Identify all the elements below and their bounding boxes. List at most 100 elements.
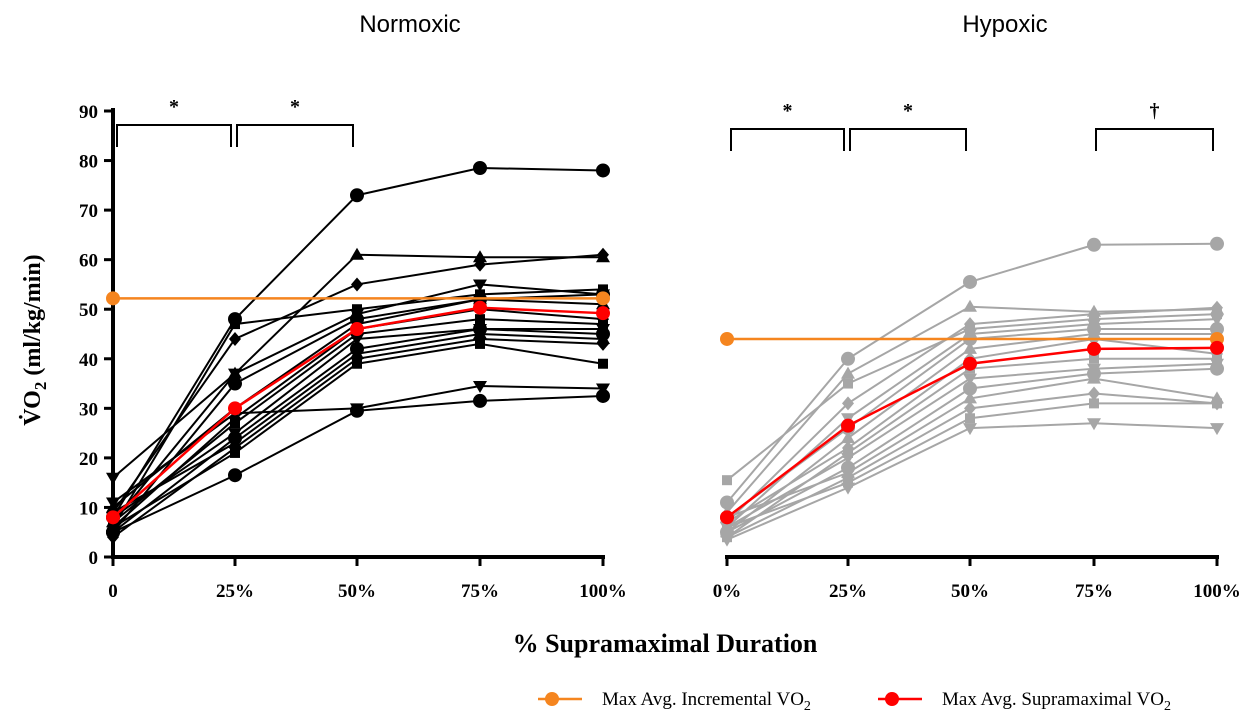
individual-point (597, 336, 609, 351)
y-axis-label: V̇O2 (ml/kg/min) (19, 254, 50, 425)
supramaximal-vo2-point (596, 306, 610, 321)
individual-point (351, 277, 363, 292)
panel-title-right: Hypoxic (962, 11, 1047, 38)
significance-bracket (849, 128, 967, 151)
individual-point (841, 351, 855, 366)
individual-point (473, 160, 487, 175)
incremental-vo2-point (596, 291, 610, 306)
individual-point (963, 423, 977, 436)
x-tick-label: 50% (951, 581, 989, 602)
individual-point (475, 314, 485, 325)
individual-point (230, 418, 240, 429)
supramaximal-vo2-point (106, 510, 120, 525)
supramaximal-vo2-point (963, 356, 977, 371)
individual-point (964, 401, 976, 416)
y-tick-label: 90 (79, 102, 98, 123)
x-tick-label: 25% (829, 581, 867, 602)
x-tick-label: 50% (338, 581, 376, 602)
y-tick-label: 50 (79, 300, 98, 321)
individual-point (841, 452, 855, 465)
individual-point (1210, 314, 1224, 327)
x-tick-label: 75% (461, 581, 499, 602)
supramaximal-vo2-point (228, 401, 242, 416)
supramaximal-vo2-point (350, 322, 364, 337)
individual-point (963, 299, 977, 312)
incremental-vo2-point (720, 331, 734, 346)
significance-bracket (236, 124, 354, 147)
individual-point (841, 366, 855, 379)
y-tick-label: 20 (79, 449, 98, 470)
x-tick-label: 100% (1193, 581, 1241, 602)
individual-point (106, 472, 120, 485)
individual-point (350, 333, 364, 346)
significance-bracket (1095, 128, 1214, 151)
individual-point (722, 522, 732, 533)
legend-swatch-marker (885, 692, 899, 706)
individual-point (473, 393, 487, 408)
x-tick-label: 0% (713, 581, 742, 602)
individual-point (597, 247, 609, 262)
individual-point (596, 388, 610, 403)
individual-point (1210, 423, 1224, 436)
individual-point (596, 163, 610, 178)
legend-label: Max Avg. Incremental VO2 (602, 689, 811, 714)
y-tick-label: 0 (89, 548, 99, 569)
individual-line (726, 422, 1218, 541)
y-tick-label: 60 (79, 251, 98, 272)
individual-point (228, 368, 242, 381)
individual-point (475, 338, 485, 349)
significance-label: † (1150, 100, 1160, 122)
individual-point (228, 468, 242, 483)
individual-point (473, 279, 487, 292)
significance-bracket (730, 128, 845, 151)
x-tick-label: 75% (1075, 581, 1113, 602)
individual-point (474, 257, 486, 272)
individual-point (598, 358, 608, 369)
supramaximal-vo2-point (1210, 340, 1224, 355)
x-tick-label: 25% (216, 581, 254, 602)
legend-label: Max Avg. Supramaximal VO2 (942, 689, 1171, 714)
individual-point (1210, 236, 1224, 251)
individual-point (230, 447, 240, 458)
individual-point (842, 396, 854, 411)
individual-point (963, 341, 977, 354)
individual-point (230, 319, 240, 330)
individual-point (1087, 418, 1101, 431)
individual-point (228, 376, 242, 391)
individual-point (843, 378, 853, 389)
supramaximal-vo2-point (473, 300, 487, 315)
individual-point (350, 247, 364, 260)
individual-point (722, 475, 732, 486)
individual-point (350, 188, 364, 203)
x-tick-label: 100% (579, 581, 627, 602)
individual-point (473, 381, 487, 394)
legend-swatch-marker (545, 692, 559, 706)
y-tick-label: 10 (79, 498, 98, 519)
supramaximal-vo2-point (720, 510, 734, 525)
individual-point (963, 373, 977, 386)
individual-point (1087, 371, 1101, 384)
significance-bracket (116, 124, 232, 147)
individual-point (720, 534, 734, 547)
individual-point (1089, 353, 1099, 364)
individual-point (841, 431, 855, 444)
individual-point (1088, 386, 1100, 401)
y-tick-label: 30 (79, 399, 98, 420)
individual-point (229, 331, 241, 346)
individual-point (106, 497, 120, 510)
y-tick-label: 70 (79, 201, 98, 222)
supramaximal-vo2-point (841, 418, 855, 433)
individual-point (1212, 398, 1222, 409)
individual-point (473, 250, 487, 263)
y-tick-label: 80 (79, 152, 98, 173)
individual-point (841, 482, 855, 495)
supramaximal-vo2-point (1087, 341, 1101, 356)
individual-point (1089, 398, 1099, 409)
individual-point (1087, 237, 1101, 252)
significance-label: * (903, 100, 913, 122)
individual-point (965, 413, 975, 424)
panel-title-left: Normoxic (359, 11, 460, 38)
individual-line (112, 253, 604, 513)
y-tick-label: 40 (79, 350, 98, 371)
